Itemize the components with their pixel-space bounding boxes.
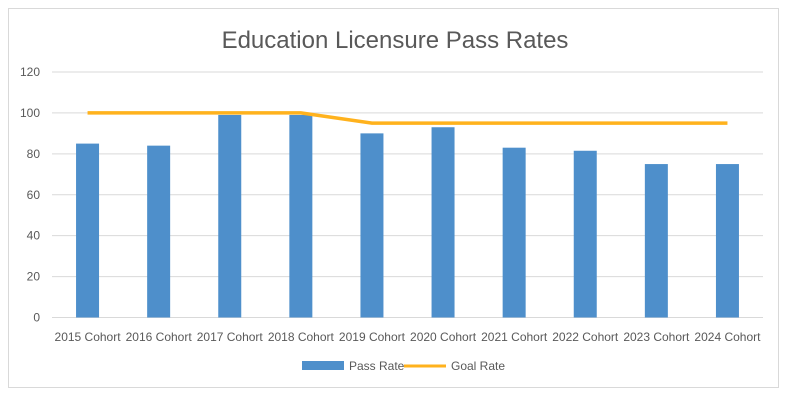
bar	[289, 114, 313, 318]
goal-rate-line	[87, 111, 728, 125]
chart-title: Education Licensure Pass Rates	[222, 27, 569, 54]
bar	[218, 114, 242, 318]
legend-label-pass-rate: Pass Rate	[349, 359, 405, 373]
legend-label-goal-rate: Goal Rate	[451, 359, 505, 373]
bar	[644, 164, 668, 318]
y-tick-label: 20	[27, 270, 41, 284]
y-tick-label: 120	[20, 65, 40, 79]
y-tick-label: 60	[27, 188, 41, 202]
x-tick-label: 2016 Cohort	[126, 330, 193, 344]
bar	[147, 145, 171, 318]
x-tick-label: 2018 Cohort	[268, 330, 335, 344]
x-tick-label: 2015 Cohort	[55, 330, 122, 344]
y-tick-label: 40	[27, 229, 41, 243]
y-tick-label: 100	[20, 106, 40, 120]
bar	[360, 133, 384, 318]
x-tick-label: 2021 Cohort	[481, 330, 548, 344]
x-tick-label: 2023 Cohort	[623, 330, 690, 344]
legend-swatch-pass-rate	[302, 361, 344, 370]
legend: Pass Rate Goal Rate	[302, 359, 505, 373]
x-tick-label: 2022 Cohort	[552, 330, 619, 344]
bar	[431, 127, 455, 318]
x-tick-label: 2019 Cohort	[339, 330, 406, 344]
y-tick-label: 0	[33, 311, 40, 325]
x-tick-label: 2024 Cohort	[694, 330, 761, 344]
bar	[715, 164, 739, 318]
bar	[76, 143, 100, 318]
chart-frame	[8, 8, 779, 388]
x-tick-label: 2017 Cohort	[197, 330, 264, 344]
y-tick-label: 80	[27, 147, 41, 161]
bar	[573, 150, 597, 318]
x-tick-label: 2020 Cohort	[410, 330, 477, 344]
bar	[502, 147, 526, 318]
